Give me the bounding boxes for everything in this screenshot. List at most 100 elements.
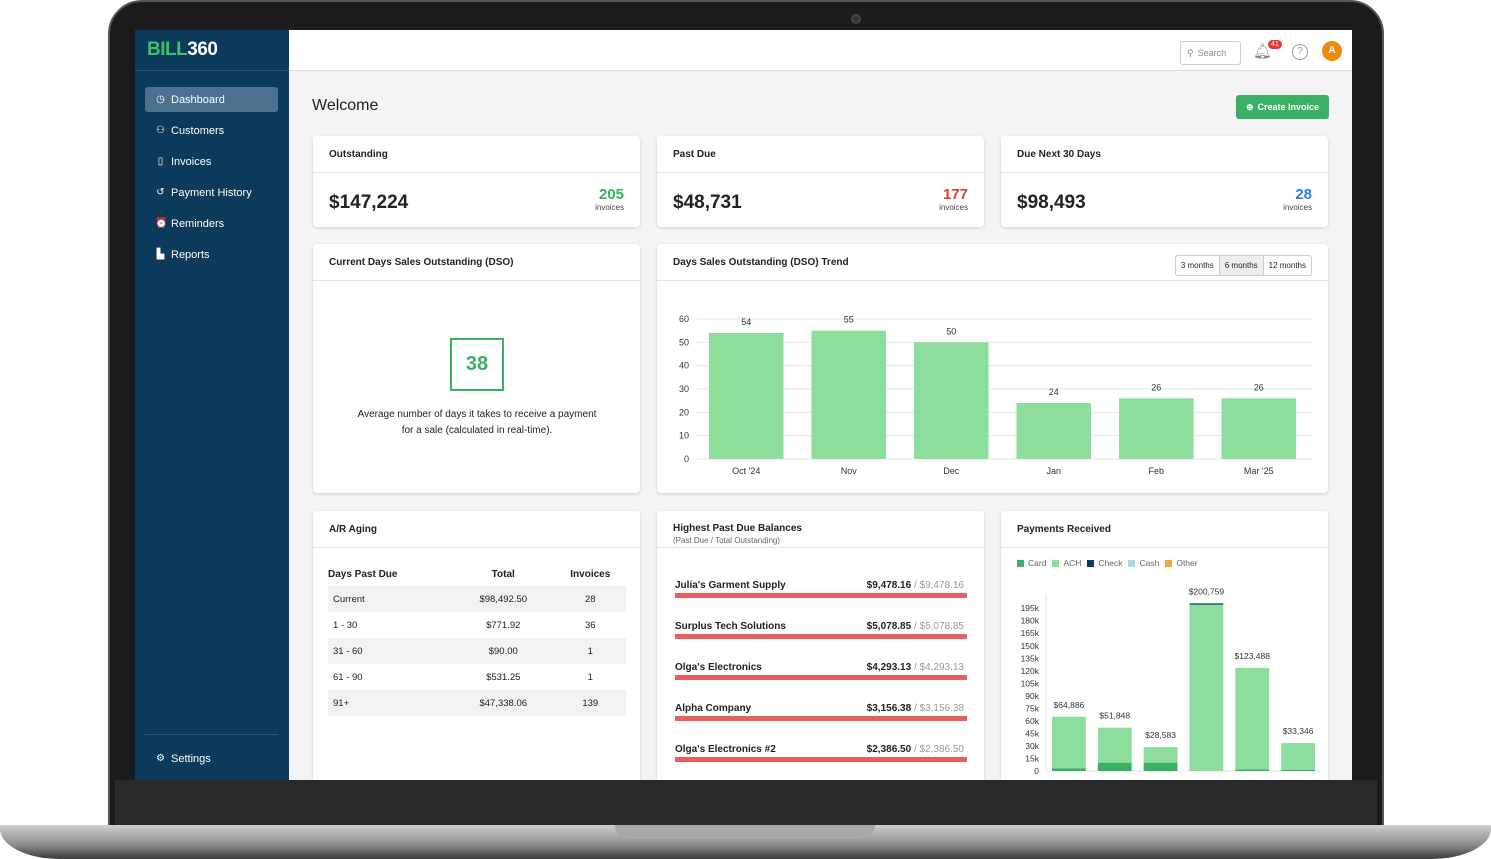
alarm-clock-icon: ⏰ xyxy=(155,218,168,229)
y-tick-label: 120k xyxy=(1021,666,1040,676)
sidebar-item-payment-history[interactable]: ↺ Payment History xyxy=(145,180,278,205)
card-header: Highest Past Due Balances (Past Due / To… xyxy=(657,511,984,548)
sidebar-item-invoices[interactable]: ▯ Invoices xyxy=(145,149,278,174)
y-tick-label: 0 xyxy=(684,454,689,464)
count-label: invoices xyxy=(939,203,968,212)
amount: $2,386.50 / $2,386.50 xyxy=(867,744,964,755)
page-title: Welcome xyxy=(312,97,379,114)
sidebar-item-reminders[interactable]: ⏰ Reminders xyxy=(145,211,278,236)
highest-past-due-card: Highest Past Due Balances (Past Due / To… xyxy=(657,511,984,780)
sidebar-item-settings[interactable]: ⚙ Settings xyxy=(145,746,278,771)
bar xyxy=(1221,398,1296,459)
table-cell: 1 xyxy=(554,638,626,664)
dso-description: Average number of days it takes to recei… xyxy=(357,409,597,436)
divider xyxy=(145,734,278,735)
customer-name: Julia's Garment Supply xyxy=(675,580,786,591)
top-bar: ⚲ Search 🔔︎ 41 ? A xyxy=(289,30,1352,71)
table-header: Days Past Due Total Invoices xyxy=(328,563,626,586)
camera xyxy=(851,14,861,24)
past-due-bar xyxy=(675,634,967,639)
table-cell: $47,338.06 xyxy=(451,690,555,716)
bar-segment-card xyxy=(1097,762,1132,771)
customer-name: Surplus Tech Solutions xyxy=(675,621,786,632)
y-tick-label: 195k xyxy=(1021,603,1040,613)
y-tick-label: 150k xyxy=(1021,641,1040,651)
y-tick-label: 30 xyxy=(679,384,689,394)
table-cell: 91+ xyxy=(328,690,452,716)
history-icon: ↺ xyxy=(156,187,165,198)
search-input[interactable]: ⚲ Search xyxy=(1180,41,1241,65)
avatar[interactable]: A xyxy=(1322,41,1342,61)
y-tick-label: 180k xyxy=(1021,616,1040,626)
search-placeholder: Search xyxy=(1197,48,1227,58)
x-tick-label: Nov xyxy=(841,466,858,476)
logo[interactable]: BILL360 xyxy=(147,39,218,61)
legend-label: Other xyxy=(1176,558,1198,568)
help-icon[interactable]: ? xyxy=(1292,44,1308,60)
count-label: invoices xyxy=(595,203,624,212)
data-label: $200,759 xyxy=(1189,586,1225,596)
bar-segment-card xyxy=(1143,762,1178,771)
customer-name: Alpha Company xyxy=(675,703,752,714)
range-6-months[interactable]: 6 months xyxy=(1218,256,1263,275)
customer-name: Olga's Electronics #2 xyxy=(675,744,776,755)
due-next-30-card: Due Next 30 Days $98,493 28 invoices xyxy=(1001,136,1328,227)
label: Create Invoice xyxy=(1257,102,1320,112)
bar-segment-ach xyxy=(1189,604,1224,771)
amount: $3,156.38 / $3,156.38 xyxy=(867,703,964,714)
y-tick-label: 60k xyxy=(1025,716,1039,726)
payments-received-card: Payments Received Card ACH Check Cash Other … xyxy=(1001,511,1328,780)
notification-badge: 41 xyxy=(1268,40,1282,49)
data-label: $64,886 xyxy=(1054,700,1085,710)
bell-icon[interactable]: 🔔︎ xyxy=(1253,43,1273,60)
create-invoice-button[interactable]: ⊕ Create Invoice xyxy=(1236,95,1329,119)
x-tick-label: Jan xyxy=(1046,466,1061,476)
table-cell: 36 xyxy=(585,619,596,631)
outstanding-card: Outstanding $147,224 205 invoices xyxy=(313,136,640,227)
app-screen: BILL360 ◷ Dashboard ⚇ Customers ▯ Invoices … xyxy=(135,30,1352,780)
legend-item[interactable]: Cash xyxy=(1128,558,1159,568)
past-due-amount: $4,293.13 xyxy=(866,662,912,673)
legend-item[interactable]: ACH xyxy=(1052,558,1081,568)
user-icon: ⚇ xyxy=(156,125,165,136)
y-tick-label: 0 xyxy=(1034,766,1039,776)
y-tick-label: 40 xyxy=(679,361,689,371)
legend-item[interactable]: Other xyxy=(1165,558,1198,568)
customer-name: Olga's Electronics xyxy=(675,662,762,673)
sidebar-item-reports[interactable]: ▙ Reports xyxy=(145,242,278,267)
card-title: Current Days Sales Outstanding (DSO) xyxy=(313,244,640,281)
x-tick-label: Dec xyxy=(943,466,960,476)
past-due-bar xyxy=(675,716,967,721)
laptop-chin xyxy=(115,780,1377,825)
data-label: 26 xyxy=(1151,382,1161,392)
table-row: 61 - 90 $531.25 1 xyxy=(328,664,626,690)
range-3-months[interactable]: 3 months xyxy=(1180,261,1214,270)
data-label: $51,848 xyxy=(1099,711,1130,721)
bar xyxy=(914,342,989,459)
legend-label: ACH xyxy=(1063,558,1082,568)
bar-segment-ach xyxy=(1281,743,1315,770)
table-cell: 31 - 60 xyxy=(328,638,452,664)
dso-card: Current Days Sales Outstanding (DSO) 38 … xyxy=(313,244,640,493)
label: Settings xyxy=(171,752,211,765)
amount: $48,731 xyxy=(673,192,742,213)
chart-legend: Card ACH Check Cash Other xyxy=(1017,558,1198,568)
card-title: Highest Past Due Balances xyxy=(673,523,802,534)
card-title: Days Sales Outstanding (DSO) Trend xyxy=(657,244,1328,281)
column-header: Total xyxy=(491,569,515,580)
label: Customers xyxy=(171,124,225,137)
past-due-card: Past Due $48,731 177 invoices xyxy=(657,136,984,227)
legend-item[interactable]: Card xyxy=(1017,558,1046,568)
sidebar-item-dashboard[interactable]: ◷ Dashboard xyxy=(145,87,278,112)
range-12-months[interactable]: 12 months xyxy=(1262,256,1311,275)
data-label: 26 xyxy=(1254,382,1264,392)
laptop-notch xyxy=(615,825,875,839)
card-subtitle: (Past Due / Total Outstanding) xyxy=(673,536,781,545)
sidebar-item-customers[interactable]: ⚇ Customers xyxy=(145,118,278,143)
y-tick-label: 135k xyxy=(1021,653,1040,663)
column-header: Days Past Due xyxy=(328,569,398,580)
legend-swatch xyxy=(1165,560,1173,567)
y-tick-label: 50 xyxy=(679,337,689,347)
legend-item[interactable]: Check xyxy=(1087,558,1122,568)
bar-chart-icon: ▙ xyxy=(156,249,165,260)
